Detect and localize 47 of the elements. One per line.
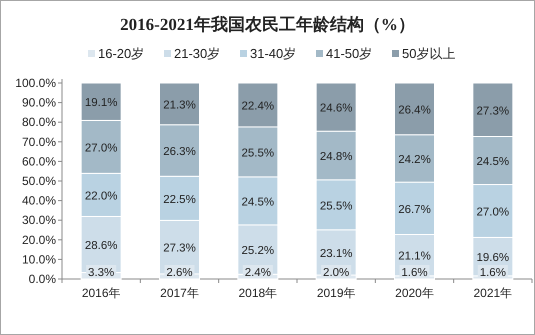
data-label: 21.1%	[398, 250, 431, 263]
chart-title: 2016-2021年我国农民工年龄结构（%）	[120, 15, 415, 34]
data-label: 24.5%	[242, 196, 274, 208]
data-label: 26.4%	[398, 104, 431, 116]
y-tick-label: 70.0%	[22, 134, 56, 149]
legend-label: 31-40岁	[250, 46, 296, 61]
legend-label: 50岁以上	[402, 46, 456, 61]
data-label: 27.0%	[84, 142, 118, 154]
data-label: 27.3%	[163, 242, 196, 255]
x-tick-label: 2017年	[160, 286, 199, 300]
data-label: 22.4%	[242, 100, 274, 112]
y-tick-label: 40.0%	[22, 194, 56, 208]
data-label: 26.3%	[163, 146, 196, 158]
y-tick-label: 20.0%	[22, 232, 56, 247]
x-tick-label: 2021年	[473, 286, 512, 300]
data-label: 25.5%	[242, 147, 274, 160]
y-tick-label: 30.0%	[22, 213, 56, 228]
x-tick-label: 2020年	[395, 286, 434, 300]
y-tick-label: 50.0%	[22, 174, 56, 188]
legend-label: 21-30岁	[174, 46, 220, 61]
data-label: 19.1%	[84, 97, 118, 110]
data-label: 28.6%	[84, 240, 118, 252]
data-label: 24.8%	[320, 151, 352, 164]
data-label: 23.1%	[320, 248, 352, 260]
data-label: 25.2%	[242, 245, 274, 258]
y-tick-label: 10.0%	[22, 252, 56, 266]
x-tick-label: 2016年	[82, 286, 121, 300]
data-label: 24.2%	[398, 154, 431, 166]
y-tick-label: 100.0%	[15, 76, 56, 90]
y-tick-label: 90.0%	[22, 96, 56, 110]
data-label: 27.0%	[476, 206, 510, 218]
x-tick-label: 2018年	[238, 286, 278, 300]
legend-label: 41-50岁	[326, 46, 372, 61]
y-tick-label: 80.0%	[22, 115, 56, 130]
legend-label: 16-20岁	[98, 46, 144, 61]
y-tick-label: 0.0%	[28, 272, 56, 286]
data-label: 24.6%	[320, 102, 352, 115]
data-label: 24.5%	[476, 156, 510, 168]
data-label: 22.5%	[163, 194, 196, 206]
data-label: 19.6%	[476, 252, 510, 264]
data-label: 27.3%	[476, 105, 510, 118]
data-label: 26.7%	[398, 204, 431, 216]
x-tick-label: 2019年	[316, 286, 356, 300]
data-label: 22.0%	[84, 190, 118, 202]
data-label: 21.3%	[163, 99, 196, 112]
data-label: 25.5%	[320, 200, 352, 212]
y-tick-label: 60.0%	[22, 154, 56, 168]
